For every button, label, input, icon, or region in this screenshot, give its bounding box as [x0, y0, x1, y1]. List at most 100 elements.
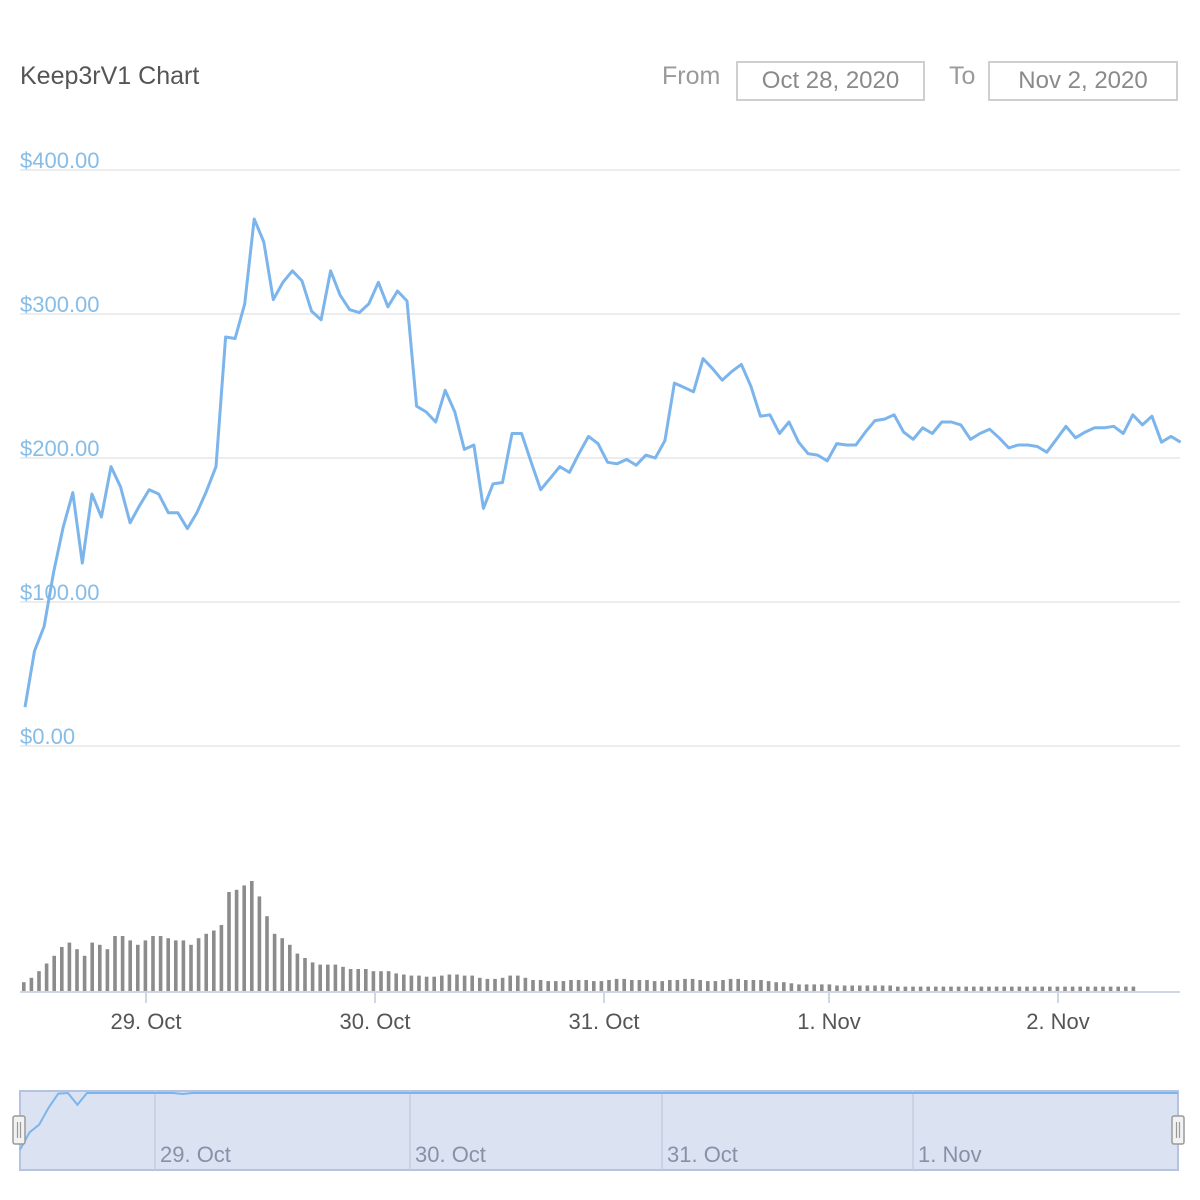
volume-bar	[75, 949, 79, 991]
volume-bar	[516, 975, 520, 991]
volume-bar	[151, 936, 155, 991]
volume-bar	[371, 971, 376, 991]
volume-bar	[1032, 986, 1037, 991]
volume-bar	[934, 986, 938, 991]
volume-bar	[90, 942, 94, 991]
volume-bar	[584, 980, 588, 991]
volume-bar	[485, 978, 490, 991]
left-handle[interactable]	[12, 1115, 26, 1145]
y-tick-label: $0.00	[20, 724, 75, 749]
volume-bar	[44, 963, 49, 991]
volume-bar	[409, 975, 414, 991]
right-handle-grip[interactable]	[1171, 1115, 1185, 1145]
volume-bar	[1063, 986, 1067, 991]
volume-bar	[120, 936, 125, 991]
y-tick-label: $100.00	[20, 580, 100, 605]
navigator-series-line	[19, 1091, 1178, 1151]
left-handle-grip[interactable]	[12, 1115, 26, 1145]
volume-bar	[766, 981, 771, 991]
volume-bar	[158, 936, 163, 991]
volume-bar	[972, 986, 976, 991]
x-tick-label: 2. Nov	[1026, 1009, 1090, 1034]
x-tick-label: 1. Nov	[797, 1009, 861, 1034]
x-tick-label: 30. Oct	[340, 1009, 411, 1034]
volume-bar	[432, 976, 436, 991]
volume-bar	[1078, 986, 1082, 991]
volume-bar	[341, 966, 345, 991]
volume-bar	[52, 955, 56, 991]
volume-bar	[531, 980, 535, 991]
volume-bar	[987, 986, 991, 991]
volume-bar	[280, 938, 284, 991]
volume-bar	[903, 986, 908, 991]
volume-bar	[1048, 986, 1052, 991]
volume-bar	[561, 981, 566, 991]
volume-bar	[964, 986, 968, 991]
volume-bar	[364, 969, 368, 991]
volume-bar	[493, 978, 497, 991]
navigator-window[interactable]	[19, 1090, 1179, 1171]
volume-bar	[888, 985, 892, 991]
volume-bar	[500, 977, 505, 991]
volume-bar	[842, 985, 847, 991]
volume-bar	[417, 975, 421, 991]
volume-bar	[607, 980, 611, 991]
volume-bar	[60, 947, 64, 991]
volume-bar	[508, 975, 512, 991]
volume-bar	[1040, 986, 1044, 991]
volume-bar	[22, 982, 26, 991]
volume-bar	[455, 974, 459, 991]
volume-bar	[318, 964, 322, 991]
volume-bar	[1017, 986, 1022, 991]
volume-bar	[698, 980, 702, 991]
navigator[interactable]: 29. Oct 30. Oct 31. Oct 1. Nov	[12, 1090, 1185, 1171]
volume-bar	[918, 986, 923, 991]
volume-bar	[668, 980, 672, 991]
volume-bar	[797, 984, 801, 991]
volume-bar	[105, 949, 110, 991]
volume-bar	[896, 986, 900, 991]
volume-bar	[1025, 986, 1029, 991]
volume-bar	[592, 981, 596, 991]
volume-bars	[22, 881, 1136, 991]
volume-bar	[630, 980, 634, 991]
y-tick-label: $200.00	[20, 436, 100, 461]
volume-bar	[736, 978, 740, 991]
chart-title: Keep3rV1 Chart	[20, 62, 200, 90]
volume-bar	[447, 974, 452, 991]
volume-bar	[189, 944, 193, 991]
volume-bar	[113, 936, 117, 991]
x-axis: 29. Oct 30. Oct 31. Oct 1. Nov 2. Nov	[20, 991, 1180, 1034]
volume-bar	[462, 975, 467, 991]
volume-bar	[599, 981, 604, 991]
to-label: To	[949, 62, 976, 90]
volume-bar	[440, 975, 444, 991]
volume-bar	[1002, 986, 1006, 991]
volume-bar	[181, 940, 186, 991]
volume-bar	[288, 944, 292, 991]
price-line	[23, 217, 1182, 708]
volume-bar	[1010, 986, 1014, 991]
volume-bar	[478, 977, 482, 991]
y-tick-label: $400.00	[20, 148, 100, 173]
volume-bar	[295, 953, 300, 991]
volume-bar	[744, 980, 748, 991]
volume-bar	[660, 981, 664, 991]
volume-bar	[470, 975, 474, 991]
x-tick-label: 31. Oct	[569, 1009, 640, 1034]
right-handle[interactable]	[1171, 1115, 1185, 1145]
to-date-input[interactable]: Nov 2, 2020	[988, 61, 1178, 101]
grid-lines	[20, 169, 1180, 747]
volume-bar	[1101, 986, 1105, 991]
from-date-input[interactable]: Oct 28, 2020	[736, 61, 925, 101]
volume-bar	[721, 980, 725, 991]
volume-bar	[333, 964, 338, 991]
volume-bar	[67, 942, 72, 991]
volume-bar	[827, 984, 832, 991]
y-tick-label: $300.00	[20, 292, 100, 317]
volume-bar	[774, 982, 778, 991]
volume-bar	[683, 978, 687, 991]
volume-bar	[402, 974, 406, 991]
volume-bar	[82, 955, 87, 991]
